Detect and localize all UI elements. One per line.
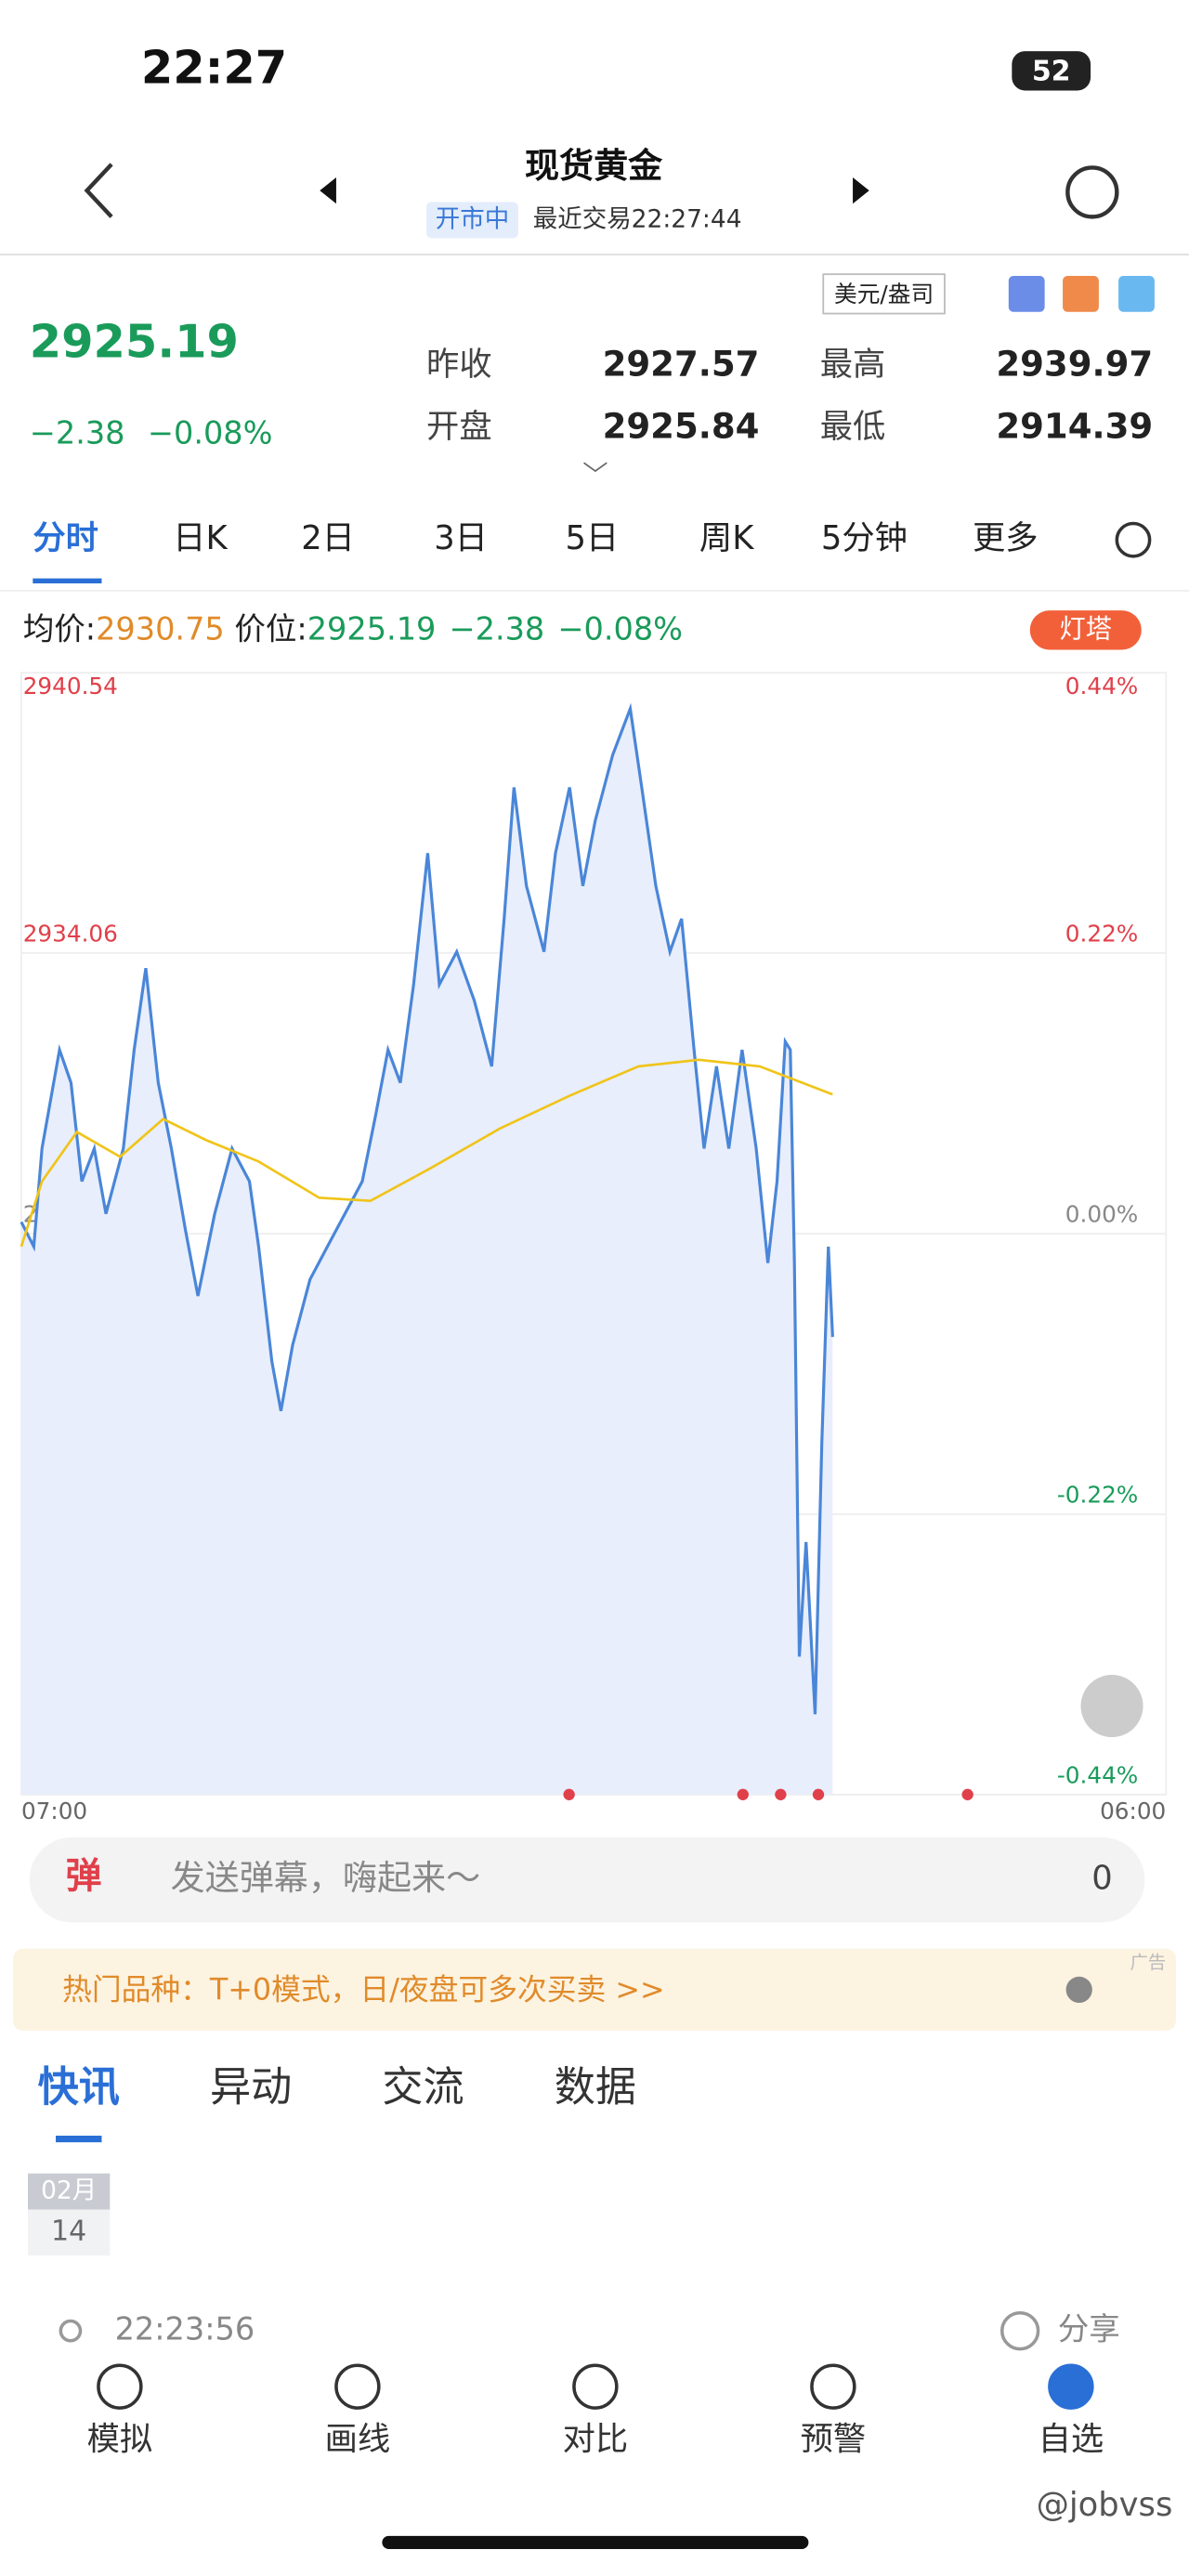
tab[interactable]: 3日 [434, 519, 488, 557]
expand[interactable] [583, 462, 608, 473]
news-tab[interactable]: 交流 [382, 2064, 464, 2112]
area [20, 708, 833, 1795]
ad-bar[interactable] [13, 1948, 1176, 2032]
settings[interactable] [1115, 521, 1152, 558]
stat-value: 2925.84 [603, 407, 760, 447]
y2-tick-label: 0.00% [1065, 1201, 1138, 1228]
danmaku-input[interactable] [29, 1837, 1145, 1923]
stat-value: 2914.39 [996, 407, 1153, 447]
y-tick-label: 2940.54 [23, 673, 118, 700]
y2-tick-label: 0.44% [1065, 673, 1138, 700]
next[interactable] [853, 177, 869, 204]
danmaku-count: 0 [1091, 1860, 1112, 1898]
nav-icon[interactable] [572, 2363, 619, 2410]
news-tab[interactable]: 数据 [555, 2064, 636, 2112]
y2-tick-label: -0.22% [1057, 1481, 1138, 1508]
danmaku-icon: 弹 [66, 1855, 102, 1897]
event-dot[interactable] [737, 1788, 749, 1800]
back[interactable] [84, 163, 113, 218]
tab[interactable]: 5分钟 [821, 519, 908, 557]
info: 均价:2930.75 价位:2925.19 −2.38 −0.08% [23, 610, 683, 647]
state: 开市中 [436, 204, 509, 233]
tab[interactable]: 日K [173, 519, 228, 557]
state-badge [426, 202, 518, 239]
news-time: 22:23:56 [115, 2311, 255, 2347]
event-dot[interactable] [563, 1788, 575, 1800]
title: 现货黄金 [525, 146, 663, 186]
last-trade: 最近交易22:27:44 [533, 204, 742, 233]
x-tick-label: 06:00 [1100, 1798, 1166, 1824]
month-box [28, 2173, 111, 2210]
tab[interactable]: 周K [699, 519, 754, 557]
nav-icon[interactable] [810, 2363, 856, 2410]
event-dot[interactable] [775, 1788, 787, 1800]
share-icon[interactable] [1000, 2310, 1040, 2351]
y-tick-label: 2934.06 [23, 920, 118, 947]
nav-icon[interactable] [97, 2363, 143, 2410]
stat-label: 开盘 [426, 408, 492, 446]
prev[interactable] [320, 177, 336, 204]
y2-tick-label: 0.22% [1065, 921, 1138, 948]
change: −2.38 [30, 415, 125, 451]
badge[interactable] [1029, 610, 1142, 650]
nav-label[interactable]: 预警 [801, 2420, 867, 2458]
series-line [20, 702, 834, 1715]
stat-label: 昨收 [426, 346, 492, 384]
battery [1012, 51, 1091, 91]
month: 02月 [41, 2177, 97, 2205]
nav-icon[interactable] [1048, 2363, 1094, 2410]
battery-level: 52 [1032, 56, 1071, 88]
news-tab[interactable]: 快讯 [38, 2064, 120, 2112]
ad-tag: 广告 [1130, 1952, 1166, 1973]
nav-label[interactable]: 画线 [325, 2420, 391, 2458]
ad-text: 热门品种：T+0模式，日/夜盘可多次买卖 >> [62, 1974, 665, 2007]
status-time: 22:27 [141, 41, 287, 95]
y2-tick-label: -0.44% [1057, 1761, 1138, 1788]
stat-value: 2939.97 [996, 345, 1153, 385]
tab[interactable]: 2日 [301, 519, 355, 557]
day-box [28, 2209, 111, 2256]
refresh[interactable] [1065, 165, 1119, 219]
event-dot[interactable] [961, 1788, 973, 1800]
day: 14 [51, 2216, 86, 2248]
nav-icon[interactable] [334, 2363, 381, 2410]
fullscreen[interactable] [1080, 1674, 1143, 1738]
stat-value: 2927.57 [603, 345, 760, 385]
tab[interactable]: 5日 [565, 519, 619, 557]
icon[interactable] [1008, 275, 1045, 312]
price: 2925.19 [30, 315, 239, 369]
badge-text: 灯塔 [1060, 613, 1112, 644]
x-tick-label: 07:00 [21, 1798, 87, 1824]
icon[interactable] [1063, 275, 1099, 312]
ad-close[interactable] [1065, 1976, 1092, 2004]
series-line [20, 1058, 833, 1248]
icon[interactable] [1118, 275, 1155, 312]
news-tab[interactable]: 异动 [210, 2064, 292, 2112]
nav-label[interactable]: 自选 [1039, 2420, 1104, 2458]
home-indicator [382, 2535, 809, 2549]
nav-label[interactable]: 模拟 [87, 2420, 153, 2458]
tab[interactable]: 分时 [33, 519, 98, 557]
event-dot[interactable] [812, 1788, 825, 1800]
unit: 美元/盎司 [834, 281, 934, 307]
danmaku-placeholder: 发送弹幕，嗨起来～ [171, 1858, 481, 1898]
share[interactable]: 分享 [1058, 2311, 1120, 2347]
watermark: @jobvss [1037, 2486, 1173, 2524]
unit-box[interactable] [822, 273, 946, 315]
stat-label: 最低 [820, 408, 886, 446]
nav-label[interactable]: 对比 [563, 2420, 629, 2458]
pct: −0.08% [148, 415, 273, 451]
tab[interactable]: 更多 [973, 519, 1039, 557]
stat-label: 最高 [820, 346, 886, 384]
timeline-dot [59, 2319, 83, 2343]
